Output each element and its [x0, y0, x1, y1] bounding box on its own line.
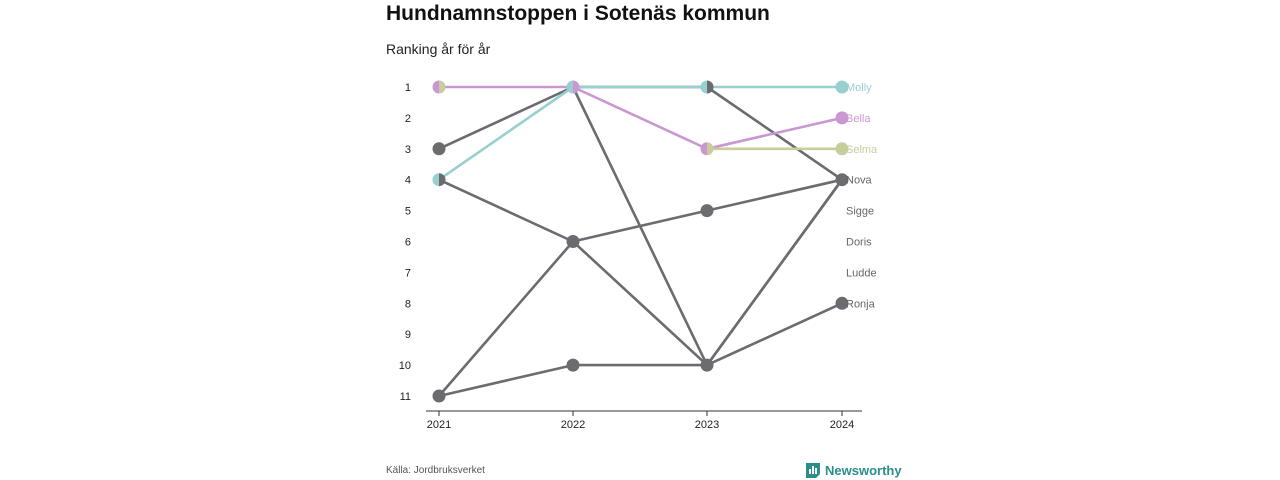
data-point — [835, 111, 849, 125]
source-note: Källa: Jordbruksverket — [386, 465, 485, 476]
data-point-half — [700, 142, 707, 156]
data-point — [835, 142, 849, 156]
brand-name: Newsworthy — [825, 462, 902, 478]
series-line-nova — [438, 85, 843, 181]
end-label-ludde: Ludde — [846, 267, 877, 279]
y-tick-label: 8 — [405, 298, 411, 310]
y-axis: 1 2 3 4 5 6 7 8 9 10 11 — [399, 82, 411, 403]
data-point — [835, 296, 849, 310]
series-line-bella — [439, 85, 843, 151]
y-tick-label: 1 — [405, 82, 411, 94]
x-tick-label: 2022 — [561, 419, 585, 431]
data-point-half — [707, 142, 714, 156]
series-line-sigge — [438, 178, 844, 367]
x-tick-label: 2021 — [427, 419, 451, 431]
y-tick-label: 5 — [405, 206, 411, 218]
x-axis: 2021 2022 2023 2024 — [426, 410, 862, 431]
y-tick-label: 3 — [405, 144, 411, 156]
end-label-ronja: Ronja — [846, 298, 876, 310]
data-point — [835, 173, 849, 187]
y-tick-label: 9 — [405, 329, 411, 341]
end-label-bella: Bella — [846, 113, 871, 125]
data-point-half — [439, 80, 446, 94]
data-point-half — [439, 173, 446, 187]
y-tick-label: 2 — [405, 113, 411, 125]
data-point — [432, 389, 446, 403]
end-label-doris: Doris — [846, 237, 872, 249]
data-point-half — [432, 173, 439, 187]
brand-logo[interactable]: Newsworthy — [806, 462, 902, 478]
chart-subtitle: Ranking år för år — [386, 41, 491, 57]
data-point-half — [432, 80, 439, 94]
data-point — [835, 80, 849, 94]
series-lines — [438, 85, 844, 398]
data-point-half — [566, 80, 573, 94]
y-tick-label: 10 — [399, 360, 411, 372]
data-point — [566, 235, 580, 248]
x-tick-label: 2023 — [695, 419, 719, 431]
data-point — [432, 142, 446, 156]
y-tick-label: 4 — [405, 175, 411, 187]
data-point — [566, 358, 580, 372]
end-label-nova: Nova — [846, 175, 873, 187]
end-label-selma: Selma — [846, 144, 878, 156]
chart-title: Hundnamnstoppen i Sotenäs kommun — [386, 2, 770, 25]
data-point-half — [700, 80, 707, 94]
data-point-half — [573, 80, 580, 94]
data-point-half — [707, 80, 714, 94]
series-points — [432, 80, 849, 403]
series-line-molly — [438, 85, 842, 181]
series-line-doris — [438, 178, 843, 397]
x-tick-label: 2024 — [830, 419, 854, 431]
end-label-sigge: Sigge — [846, 206, 874, 218]
data-point — [700, 358, 714, 372]
y-tick-label: 6 — [405, 237, 411, 249]
series-line-ronja — [438, 302, 843, 398]
y-tick-label: 7 — [405, 267, 411, 279]
series-line-ludde — [571, 86, 844, 367]
data-point — [700, 204, 714, 218]
end-label-molly: Molly — [846, 82, 872, 94]
newsworthy-icon — [806, 463, 820, 478]
y-tick-label: 11 — [400, 391, 411, 403]
end-labels: Molly Bella Selma Nova Sigge Doris Ludde Ronja — [846, 82, 878, 310]
